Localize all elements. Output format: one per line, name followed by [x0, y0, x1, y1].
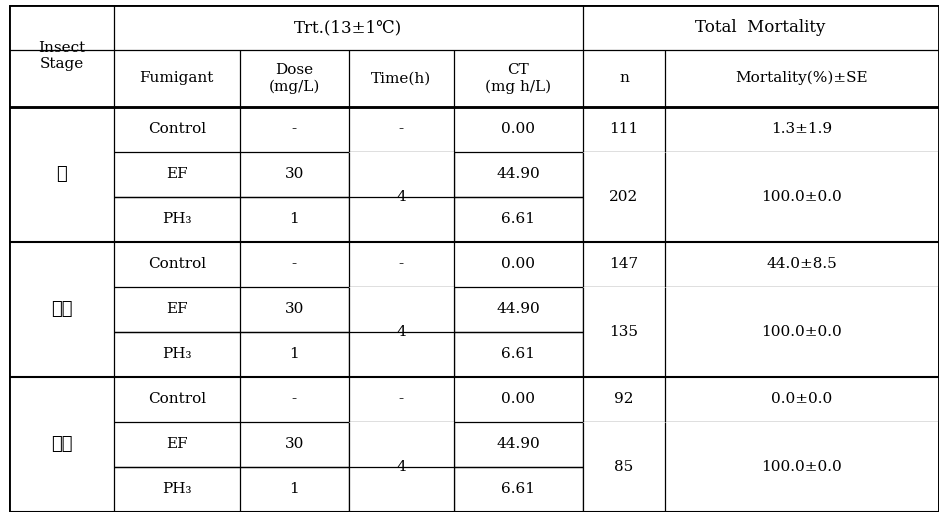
Text: 92: 92	[614, 392, 634, 406]
Text: -: -	[398, 257, 404, 271]
Text: 44.90: 44.90	[496, 302, 540, 316]
Text: 111: 111	[610, 123, 639, 136]
Text: 135: 135	[610, 325, 639, 339]
Text: 147: 147	[610, 257, 639, 271]
Text: 1: 1	[289, 347, 300, 361]
Text: Time(h): Time(h)	[371, 71, 431, 85]
Text: PH₃: PH₃	[162, 347, 191, 361]
Text: 30: 30	[284, 437, 304, 451]
Text: -: -	[398, 123, 404, 136]
Bar	[349, 152, 453, 242]
Text: EF: EF	[166, 302, 188, 316]
Text: 6.61: 6.61	[501, 482, 535, 496]
Text: 성충: 성충	[51, 435, 72, 453]
Text: Fumigant: Fumigant	[139, 71, 214, 85]
Text: 30: 30	[284, 168, 304, 181]
Text: 0.00: 0.00	[501, 392, 535, 406]
Text: -: -	[398, 392, 404, 406]
Text: 6.61: 6.61	[501, 212, 535, 226]
Text: PH₃: PH₃	[162, 212, 191, 226]
Text: Control: Control	[148, 392, 206, 406]
Text: 85: 85	[614, 460, 633, 474]
Text: Dose
(mg/L): Dose (mg/L)	[268, 63, 319, 94]
Text: 알: 알	[56, 165, 67, 184]
Text: -: -	[292, 257, 297, 271]
Text: 0.00: 0.00	[501, 123, 535, 136]
Text: 1.3±1.9: 1.3±1.9	[772, 123, 832, 136]
Text: 44.0±8.5: 44.0±8.5	[767, 257, 837, 271]
Text: 100.0±0.0: 100.0±0.0	[761, 325, 843, 339]
Text: Control: Control	[148, 123, 206, 136]
Text: EF: EF	[166, 437, 188, 451]
Text: 100.0±0.0: 100.0±0.0	[761, 190, 843, 204]
Text: Mortality(%)±SE: Mortality(%)±SE	[736, 71, 868, 85]
Text: 4: 4	[396, 325, 406, 339]
Text: 44.90: 44.90	[496, 168, 540, 181]
Text: PH₃: PH₃	[162, 482, 191, 496]
Text: 0.00: 0.00	[501, 257, 535, 271]
Text: 44.90: 44.90	[496, 437, 540, 451]
Text: 약충: 약충	[51, 300, 72, 318]
Text: EF: EF	[166, 168, 188, 181]
Text: n: n	[619, 71, 629, 85]
Text: -: -	[292, 392, 297, 406]
Text: 202: 202	[610, 190, 639, 204]
Text: Trt.(13±1℃): Trt.(13±1℃)	[294, 19, 402, 36]
Text: -: -	[292, 123, 297, 136]
Text: Control: Control	[148, 257, 206, 271]
Text: Total  Mortality: Total Mortality	[696, 19, 826, 36]
Bar	[349, 422, 453, 512]
Text: 0.0±0.0: 0.0±0.0	[772, 392, 832, 406]
Text: Insect
Stage: Insect Stage	[38, 41, 85, 71]
Bar	[583, 152, 939, 242]
Text: 1: 1	[289, 482, 300, 496]
Text: 100.0±0.0: 100.0±0.0	[761, 460, 843, 474]
Text: CT
(mg h/L): CT (mg h/L)	[485, 63, 551, 94]
Bar	[583, 287, 939, 377]
Text: 30: 30	[284, 302, 304, 316]
Text: 6.61: 6.61	[501, 347, 535, 361]
Text: 4: 4	[396, 460, 406, 474]
Bar	[583, 422, 939, 512]
Text: 4: 4	[396, 190, 406, 204]
Bar	[349, 287, 453, 377]
Text: 1: 1	[289, 212, 300, 226]
